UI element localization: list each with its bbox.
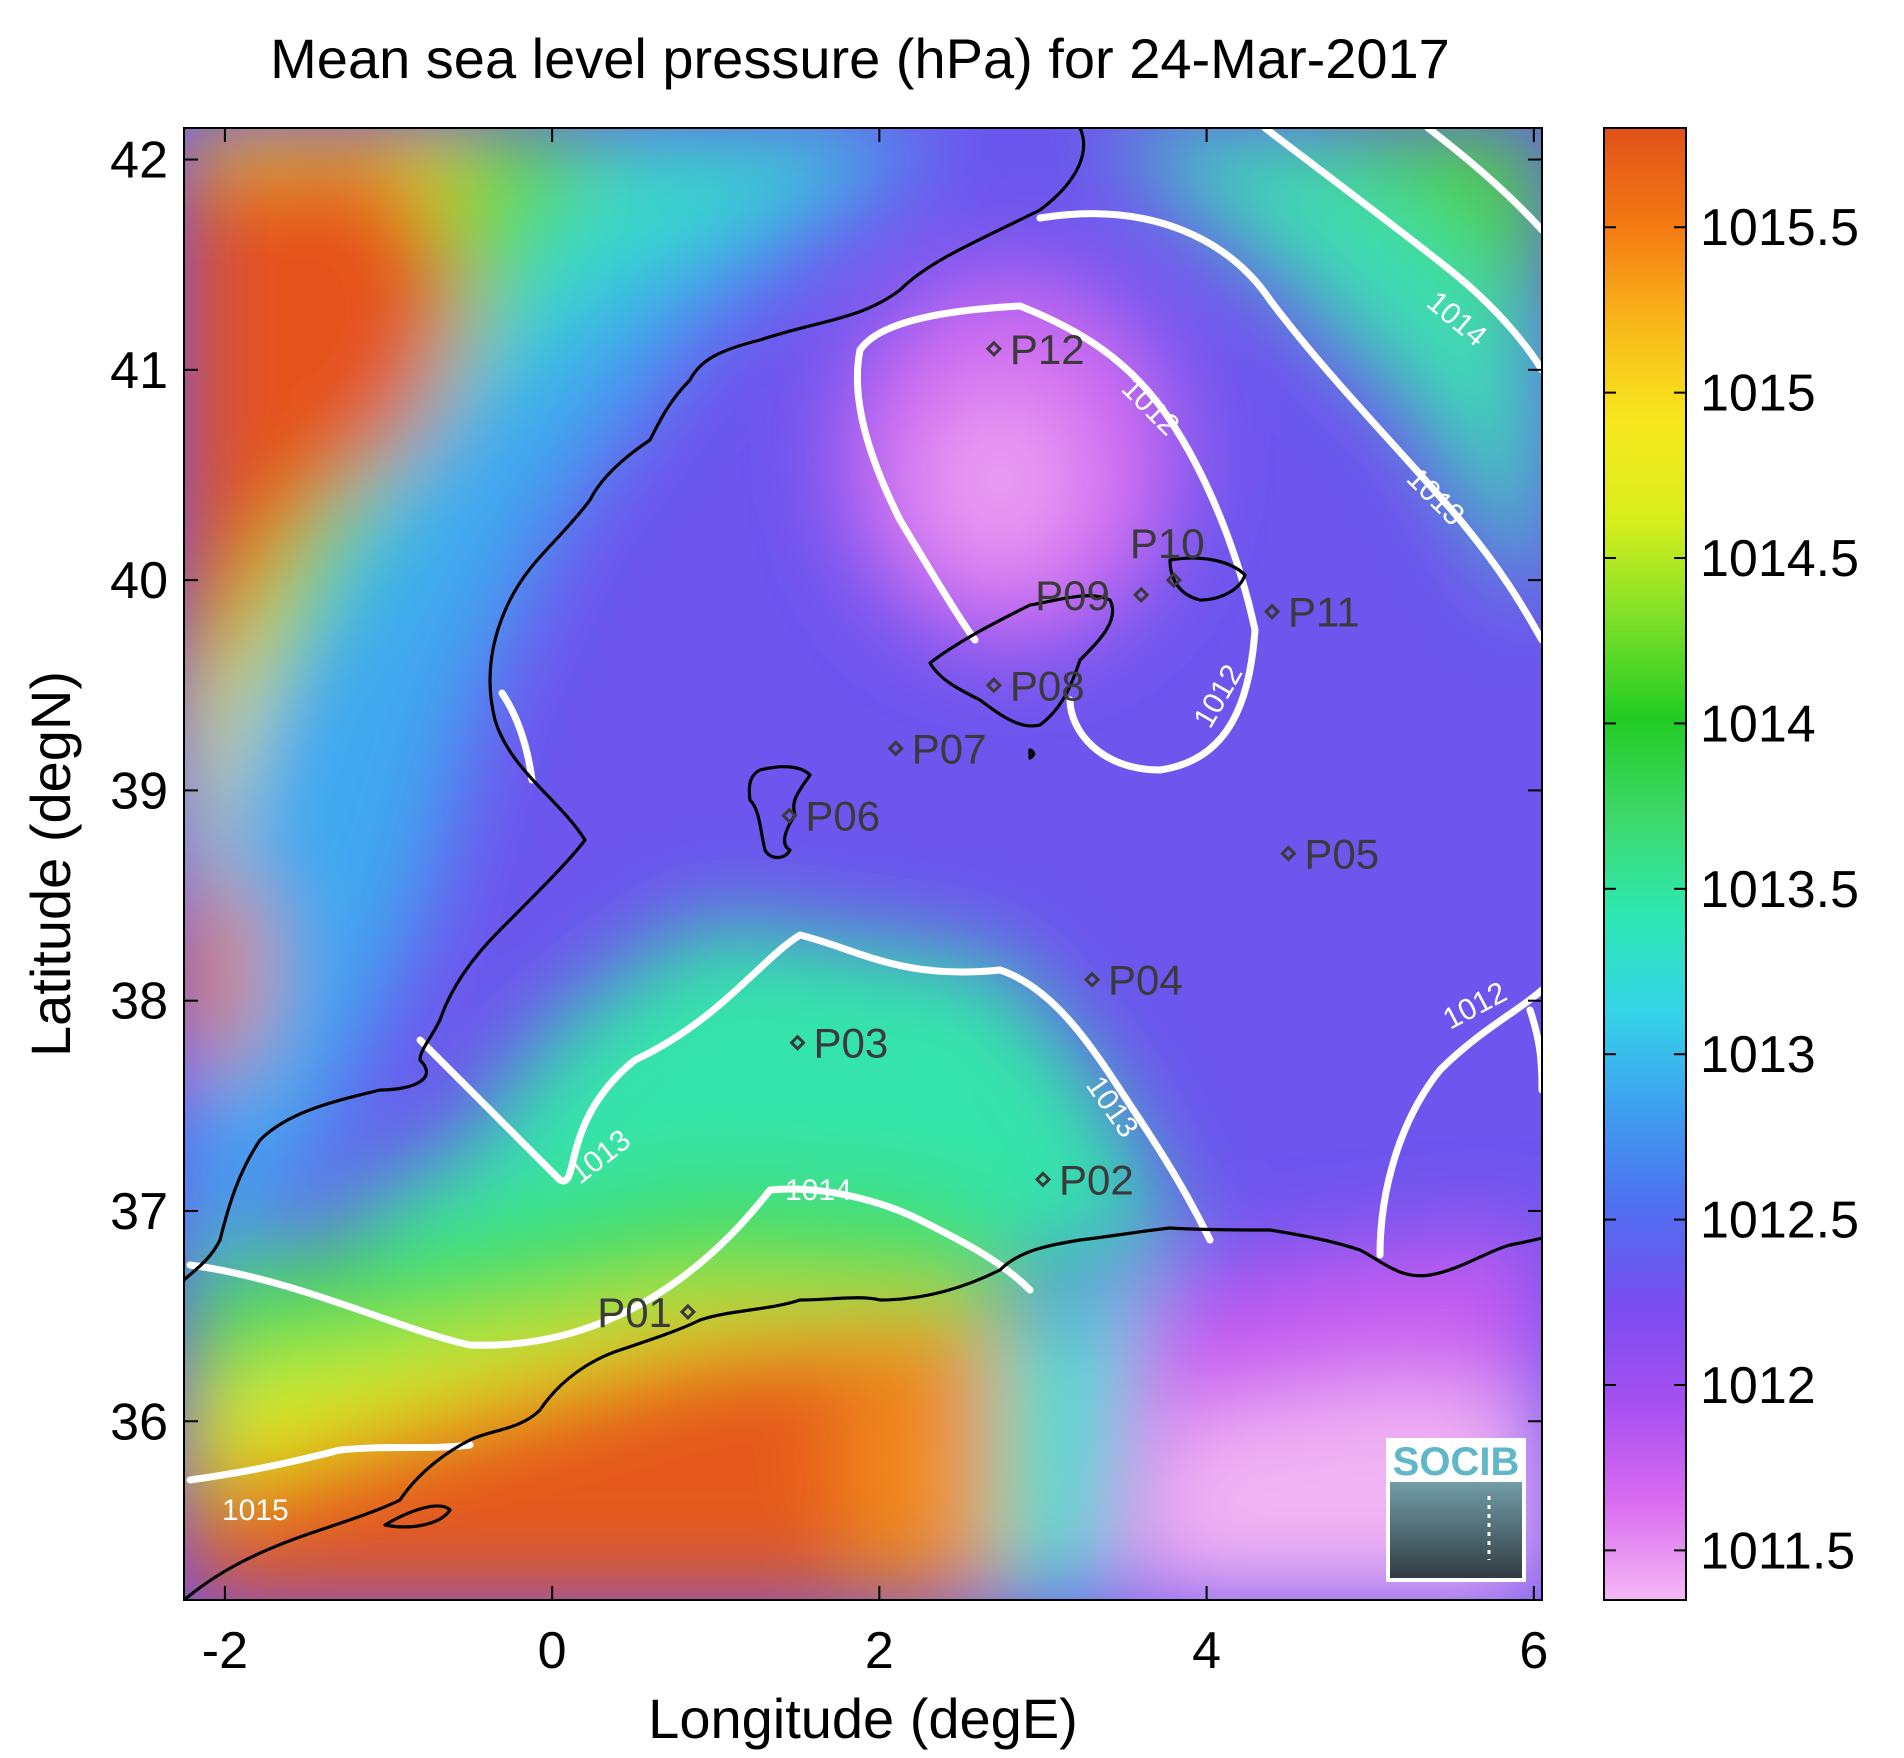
contour-label: 1015 [222, 1494, 289, 1527]
station-p11: P11 [1263, 589, 1360, 636]
colorbar-tick-label: 1011.5 [1700, 1522, 1855, 1580]
station-marker [887, 740, 904, 757]
y-tick-label: 38 [110, 973, 168, 1031]
station-marker [789, 1034, 806, 1051]
map-title: Mean sea level pressure (hPa) for 24-Mar… [270, 27, 1450, 90]
x-tick-label: 4 [1192, 1622, 1221, 1680]
station-p03: P03 [789, 1020, 889, 1067]
colorbar-ticks: 1011.5 1012 1012.5 1013 1013.5 1014 1014.5 1015… [1604, 199, 1859, 1580]
station-label: P08 [1010, 662, 1085, 709]
station-marker [1280, 845, 1297, 862]
station-marker [1083, 971, 1101, 988]
y-tick-label: 40 [110, 552, 168, 610]
islands [383, 556, 1247, 1529]
x-axis-label: Longitude (degE) [648, 1687, 1078, 1750]
colorbar-tick-label: 1014 [1700, 695, 1816, 753]
station-p12: P12 [985, 326, 1085, 373]
station-p02: P02 [1034, 1156, 1134, 1203]
colorbar-tick-label: 1012.5 [1700, 1192, 1859, 1250]
y-tick-label: 39 [110, 762, 168, 820]
logo-text: SOCIB [1393, 1440, 1520, 1484]
y-axis-label: Latitude (degN) [19, 671, 82, 1057]
station-label: P11 [1288, 589, 1360, 636]
station-label: P01 [597, 1289, 672, 1336]
station-marker [1133, 586, 1150, 603]
socib-logo: SOCIB [1386, 1438, 1526, 1582]
y-axis-ticks: 36 37 38 39 40 41 42 [110, 132, 1542, 1451]
contour-label: 1014 [785, 1174, 852, 1207]
y-tick-label: 36 [110, 1393, 168, 1451]
y-tick-label: 41 [110, 342, 168, 400]
station-marker [1263, 603, 1281, 620]
x-tick-label: 2 [865, 1622, 894, 1680]
station-label: P12 [1010, 326, 1085, 373]
station-p01: P01 [597, 1289, 697, 1336]
y-tick-label: 37 [110, 1183, 168, 1241]
station-marker [1034, 1171, 1052, 1188]
station-label: P10 [1130, 520, 1205, 567]
colorbar-frame [1603, 127, 1687, 1601]
station-p04: P04 [1083, 957, 1183, 1004]
station-marker [781, 807, 798, 824]
pressure-field: 1012 1012 1012 1013 1013 1013 1014 1014 … [184, 128, 1542, 1600]
coastline [184, 128, 1542, 1600]
station-label: P02 [1059, 1156, 1134, 1203]
x-tick-label: 0 [538, 1622, 567, 1680]
station-p08: P08 [985, 662, 1085, 709]
colorbar-tick-label: 1013.5 [1700, 861, 1859, 919]
colorbar-tick-label: 1015 [1700, 365, 1816, 423]
plot-frame [183, 127, 1543, 1601]
colorbar-tick-label: 1015.5 [1700, 199, 1859, 257]
station-p10: P10 [1130, 520, 1205, 589]
x-tick-label: 6 [1519, 1622, 1548, 1680]
colorbar-tick-label: 1012 [1700, 1357, 1816, 1415]
station-label: P04 [1108, 957, 1183, 1004]
station-marker [985, 340, 1003, 357]
station-p05: P05 [1280, 830, 1379, 877]
station-label: P05 [1304, 830, 1379, 877]
colorbar [1604, 128, 1686, 1600]
station-p09: P09 [1035, 572, 1150, 619]
stations: P01 P02 P03 P04 P05 P06 P07 P08 P09 P10 P11 P12 [597, 326, 1379, 1336]
station-marker [1165, 571, 1182, 589]
colorbar-tick-label: 1014.5 [1700, 530, 1859, 588]
station-p07: P07 [887, 725, 987, 772]
station-label: P09 [1035, 572, 1110, 619]
x-tick-label: -2 [202, 1622, 248, 1680]
station-label: P03 [814, 1020, 889, 1067]
station-label: P06 [805, 793, 880, 840]
colorbar-tick-label: 1013 [1700, 1026, 1816, 1084]
station-p06: P06 [781, 793, 880, 840]
station-marker [985, 677, 1003, 694]
x-axis-ticks: -2 0 2 4 6 [202, 128, 1548, 1680]
y-tick-label: 42 [110, 132, 168, 190]
station-marker [679, 1303, 697, 1321]
station-label: P07 [912, 725, 987, 772]
contour-lines [186, 128, 1542, 1484]
